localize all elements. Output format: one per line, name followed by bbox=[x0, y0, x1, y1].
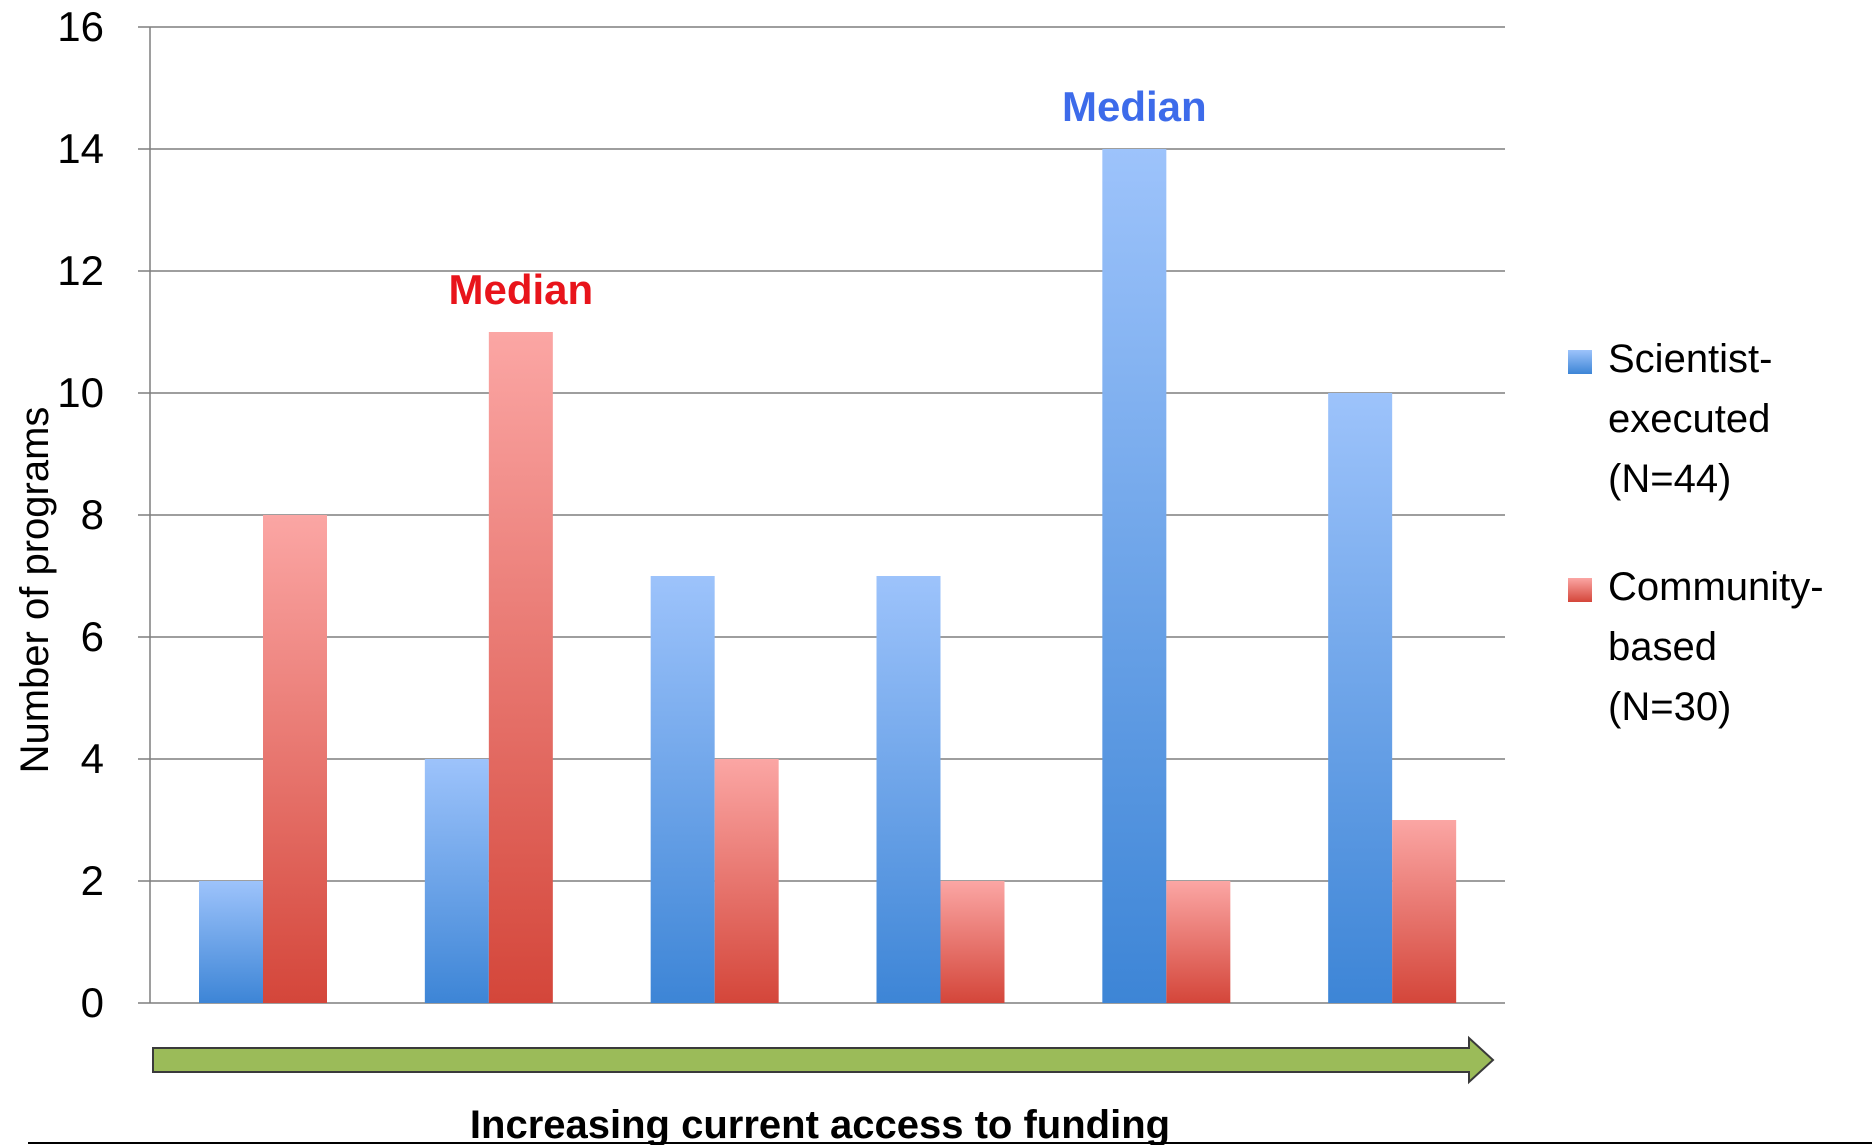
legend: Scientist-executed (N=44) Community-based (… bbox=[1568, 337, 1824, 729]
bar-series2-cat1 bbox=[263, 515, 327, 1003]
bar-series1-cat1 bbox=[199, 881, 263, 1003]
bars bbox=[199, 149, 1457, 1003]
bar-series2-cat5 bbox=[1166, 881, 1231, 1003]
funding-arrow bbox=[152, 1035, 1495, 1085]
legend-label: Community- bbox=[1608, 565, 1824, 609]
bar-series2-cat2 bbox=[488, 332, 553, 1003]
legend-label: (N=44) bbox=[1608, 457, 1731, 501]
y-tick-label: 16 bbox=[57, 3, 104, 50]
legend-swatch-series1 bbox=[1568, 350, 1592, 374]
y-tick-label: 6 bbox=[81, 613, 104, 660]
y-axis-ticks: 0 2 4 6 8 10 12 14 16 bbox=[57, 3, 104, 1026]
bar-series1-cat2 bbox=[424, 759, 489, 1003]
y-tick-label: 8 bbox=[81, 491, 104, 538]
y-tick-label: 4 bbox=[81, 735, 104, 782]
bar-series1-cat4 bbox=[876, 576, 941, 1003]
legend-label: Scientist- bbox=[1608, 337, 1773, 381]
legend-label: (N=30) bbox=[1608, 685, 1731, 729]
bar-series2-cat3 bbox=[714, 759, 779, 1003]
y-tick-label: 14 bbox=[57, 125, 104, 172]
y-tick-label: 10 bbox=[57, 369, 104, 416]
bar-series2-cat6 bbox=[1392, 820, 1457, 1003]
bar-series1-cat6 bbox=[1328, 393, 1393, 1003]
bar-series1-cat3 bbox=[650, 576, 715, 1003]
y-tick-label: 2 bbox=[81, 857, 104, 904]
grid-lines bbox=[138, 26, 1505, 1004]
bar-series2-cat4 bbox=[940, 881, 1005, 1003]
bar-series1-cat5 bbox=[1102, 149, 1167, 1003]
legend-label: executed bbox=[1608, 397, 1770, 441]
y-axis-title: Number of programs bbox=[13, 407, 57, 774]
legend-label: based bbox=[1608, 625, 1717, 669]
annotations: Median Median bbox=[448, 83, 1206, 313]
median-annotation: Median bbox=[448, 266, 593, 313]
y-tick-label: 0 bbox=[81, 979, 104, 1026]
median-annotation: Median bbox=[1062, 83, 1207, 130]
x-axis-arrow bbox=[28, 1035, 1872, 1144]
y-tick-label: 12 bbox=[57, 247, 104, 294]
legend-swatch-series2 bbox=[1568, 578, 1592, 602]
x-axis-title: Increasing current access to funding bbox=[470, 1103, 1170, 1145]
